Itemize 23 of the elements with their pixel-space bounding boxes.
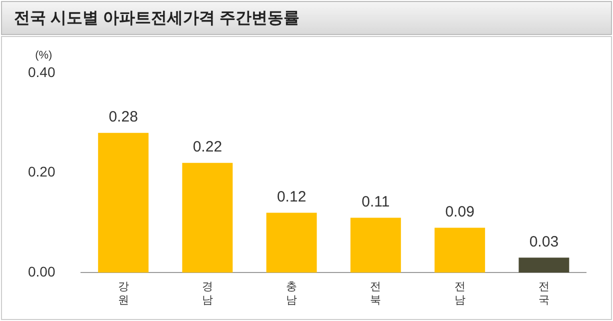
- bar: [266, 212, 317, 273]
- bar: [350, 218, 401, 273]
- bar: [434, 228, 486, 273]
- x-tick-label: 전국: [538, 281, 550, 306]
- chart-title: 전국 시도별 아파트전세가격 주간변동률: [14, 8, 300, 28]
- y-tick-label: 0.40: [28, 64, 56, 80]
- data-label: 0.12: [276, 188, 306, 206]
- x-tick-label: 전남: [454, 281, 466, 306]
- x-tick-label: 전북: [370, 281, 382, 306]
- data-label: 0.28: [108, 108, 138, 126]
- data-label: 0.11: [362, 193, 390, 210]
- y-axis-title: (%): [35, 50, 52, 62]
- bar: [182, 162, 233, 273]
- y-tick-label: 0.20: [28, 164, 56, 180]
- bar: [518, 258, 570, 273]
- y-tick-label: 0.00: [28, 263, 56, 280]
- bar: [98, 132, 149, 273]
- x-tick-label: 강원: [118, 281, 129, 306]
- x-tick-label: 충남: [286, 281, 298, 306]
- data-label: 0.22: [192, 138, 222, 156]
- data-label: 0.03: [529, 233, 559, 250]
- data-label: 0.09: [445, 203, 474, 220]
- x-tick-label: 경남: [202, 281, 213, 306]
